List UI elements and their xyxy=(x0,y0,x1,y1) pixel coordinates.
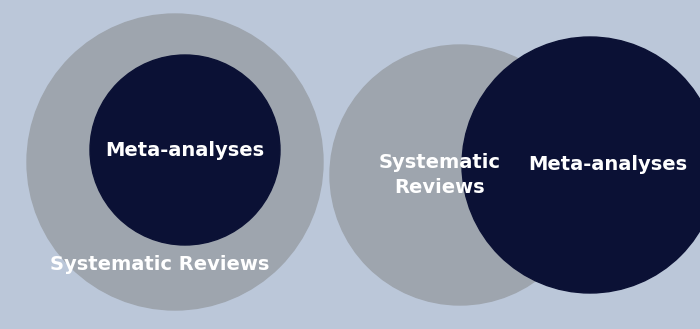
Circle shape xyxy=(330,45,590,305)
Text: Systematic
Reviews: Systematic Reviews xyxy=(379,153,501,197)
Circle shape xyxy=(27,14,323,310)
Circle shape xyxy=(90,55,280,245)
Text: Systematic Reviews: Systematic Reviews xyxy=(50,256,270,274)
Text: Meta-analyses: Meta-analyses xyxy=(528,156,687,174)
Text: Meta-analyses: Meta-analyses xyxy=(106,140,265,160)
Circle shape xyxy=(462,37,700,293)
